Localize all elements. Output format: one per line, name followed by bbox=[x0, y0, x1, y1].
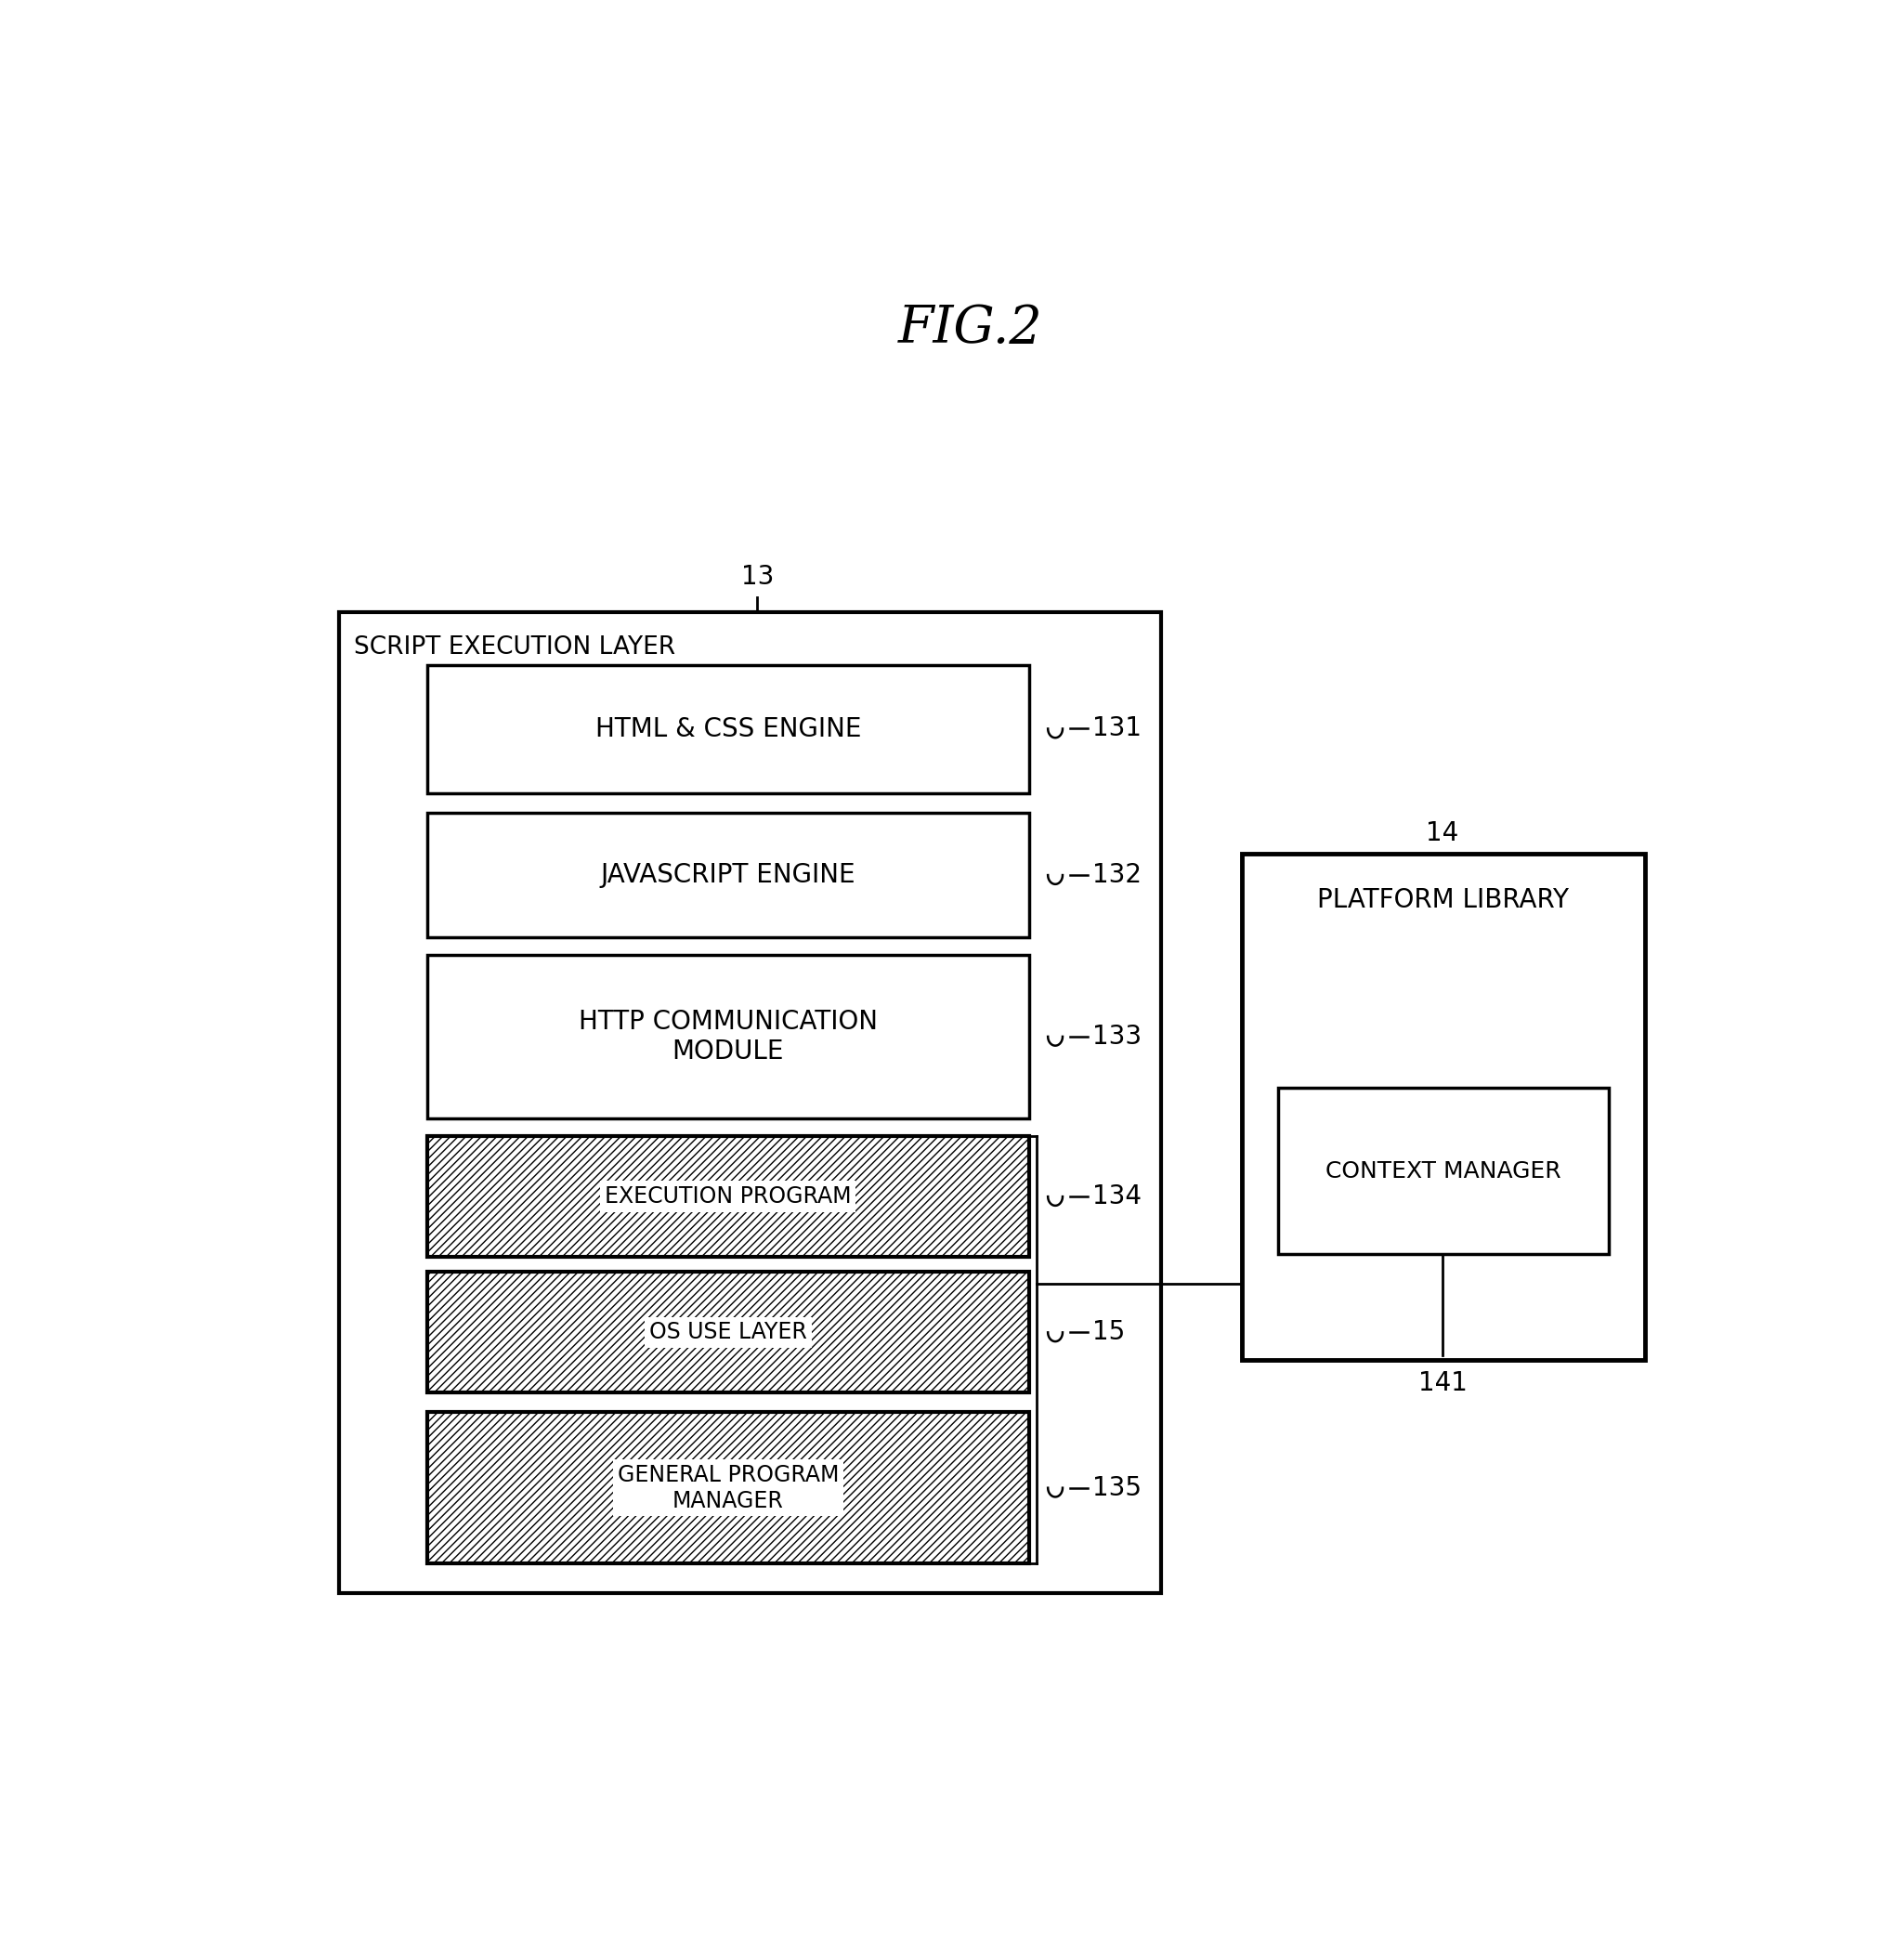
Text: HTTP COMMUNICATION
MODULE: HTTP COMMUNICATION MODULE bbox=[579, 1009, 878, 1064]
Text: 132: 132 bbox=[1092, 862, 1141, 888]
Text: 131: 131 bbox=[1092, 715, 1141, 741]
Bar bbox=[1278, 1088, 1609, 1254]
Bar bbox=[428, 955, 1030, 1117]
Bar bbox=[428, 1137, 1030, 1256]
Text: 13: 13 bbox=[740, 564, 774, 590]
Bar bbox=[428, 1272, 1030, 1394]
Text: SCRIPT EXECUTION LAYER: SCRIPT EXECUTION LAYER bbox=[354, 635, 676, 659]
Text: 135: 135 bbox=[1092, 1474, 1141, 1501]
Text: JAVASCRIPT ENGINE: JAVASCRIPT ENGINE bbox=[600, 862, 856, 888]
Text: EXECUTION PROGRAM: EXECUTION PROGRAM bbox=[604, 1186, 852, 1207]
Text: 141: 141 bbox=[1418, 1370, 1467, 1396]
Text: FIG.2: FIG.2 bbox=[897, 304, 1043, 355]
Bar bbox=[428, 1413, 1030, 1564]
Bar bbox=[428, 813, 1030, 937]
Text: 133: 133 bbox=[1092, 1023, 1141, 1051]
Text: PLATFORM LIBRARY: PLATFORM LIBRARY bbox=[1318, 888, 1569, 913]
Text: GENERAL PROGRAM
MANAGER: GENERAL PROGRAM MANAGER bbox=[617, 1464, 839, 1511]
Text: CONTEXT MANAGER: CONTEXT MANAGER bbox=[1325, 1160, 1562, 1182]
Text: 14: 14 bbox=[1425, 821, 1460, 847]
Bar bbox=[428, 664, 1030, 794]
Bar bbox=[339, 612, 1160, 1593]
Bar bbox=[1242, 855, 1645, 1360]
Text: OS USE LAYER: OS USE LAYER bbox=[649, 1321, 806, 1343]
Text: 134: 134 bbox=[1092, 1184, 1141, 1209]
Text: 15: 15 bbox=[1092, 1319, 1124, 1345]
Text: HTML & CSS ENGINE: HTML & CSS ENGINE bbox=[594, 717, 861, 743]
